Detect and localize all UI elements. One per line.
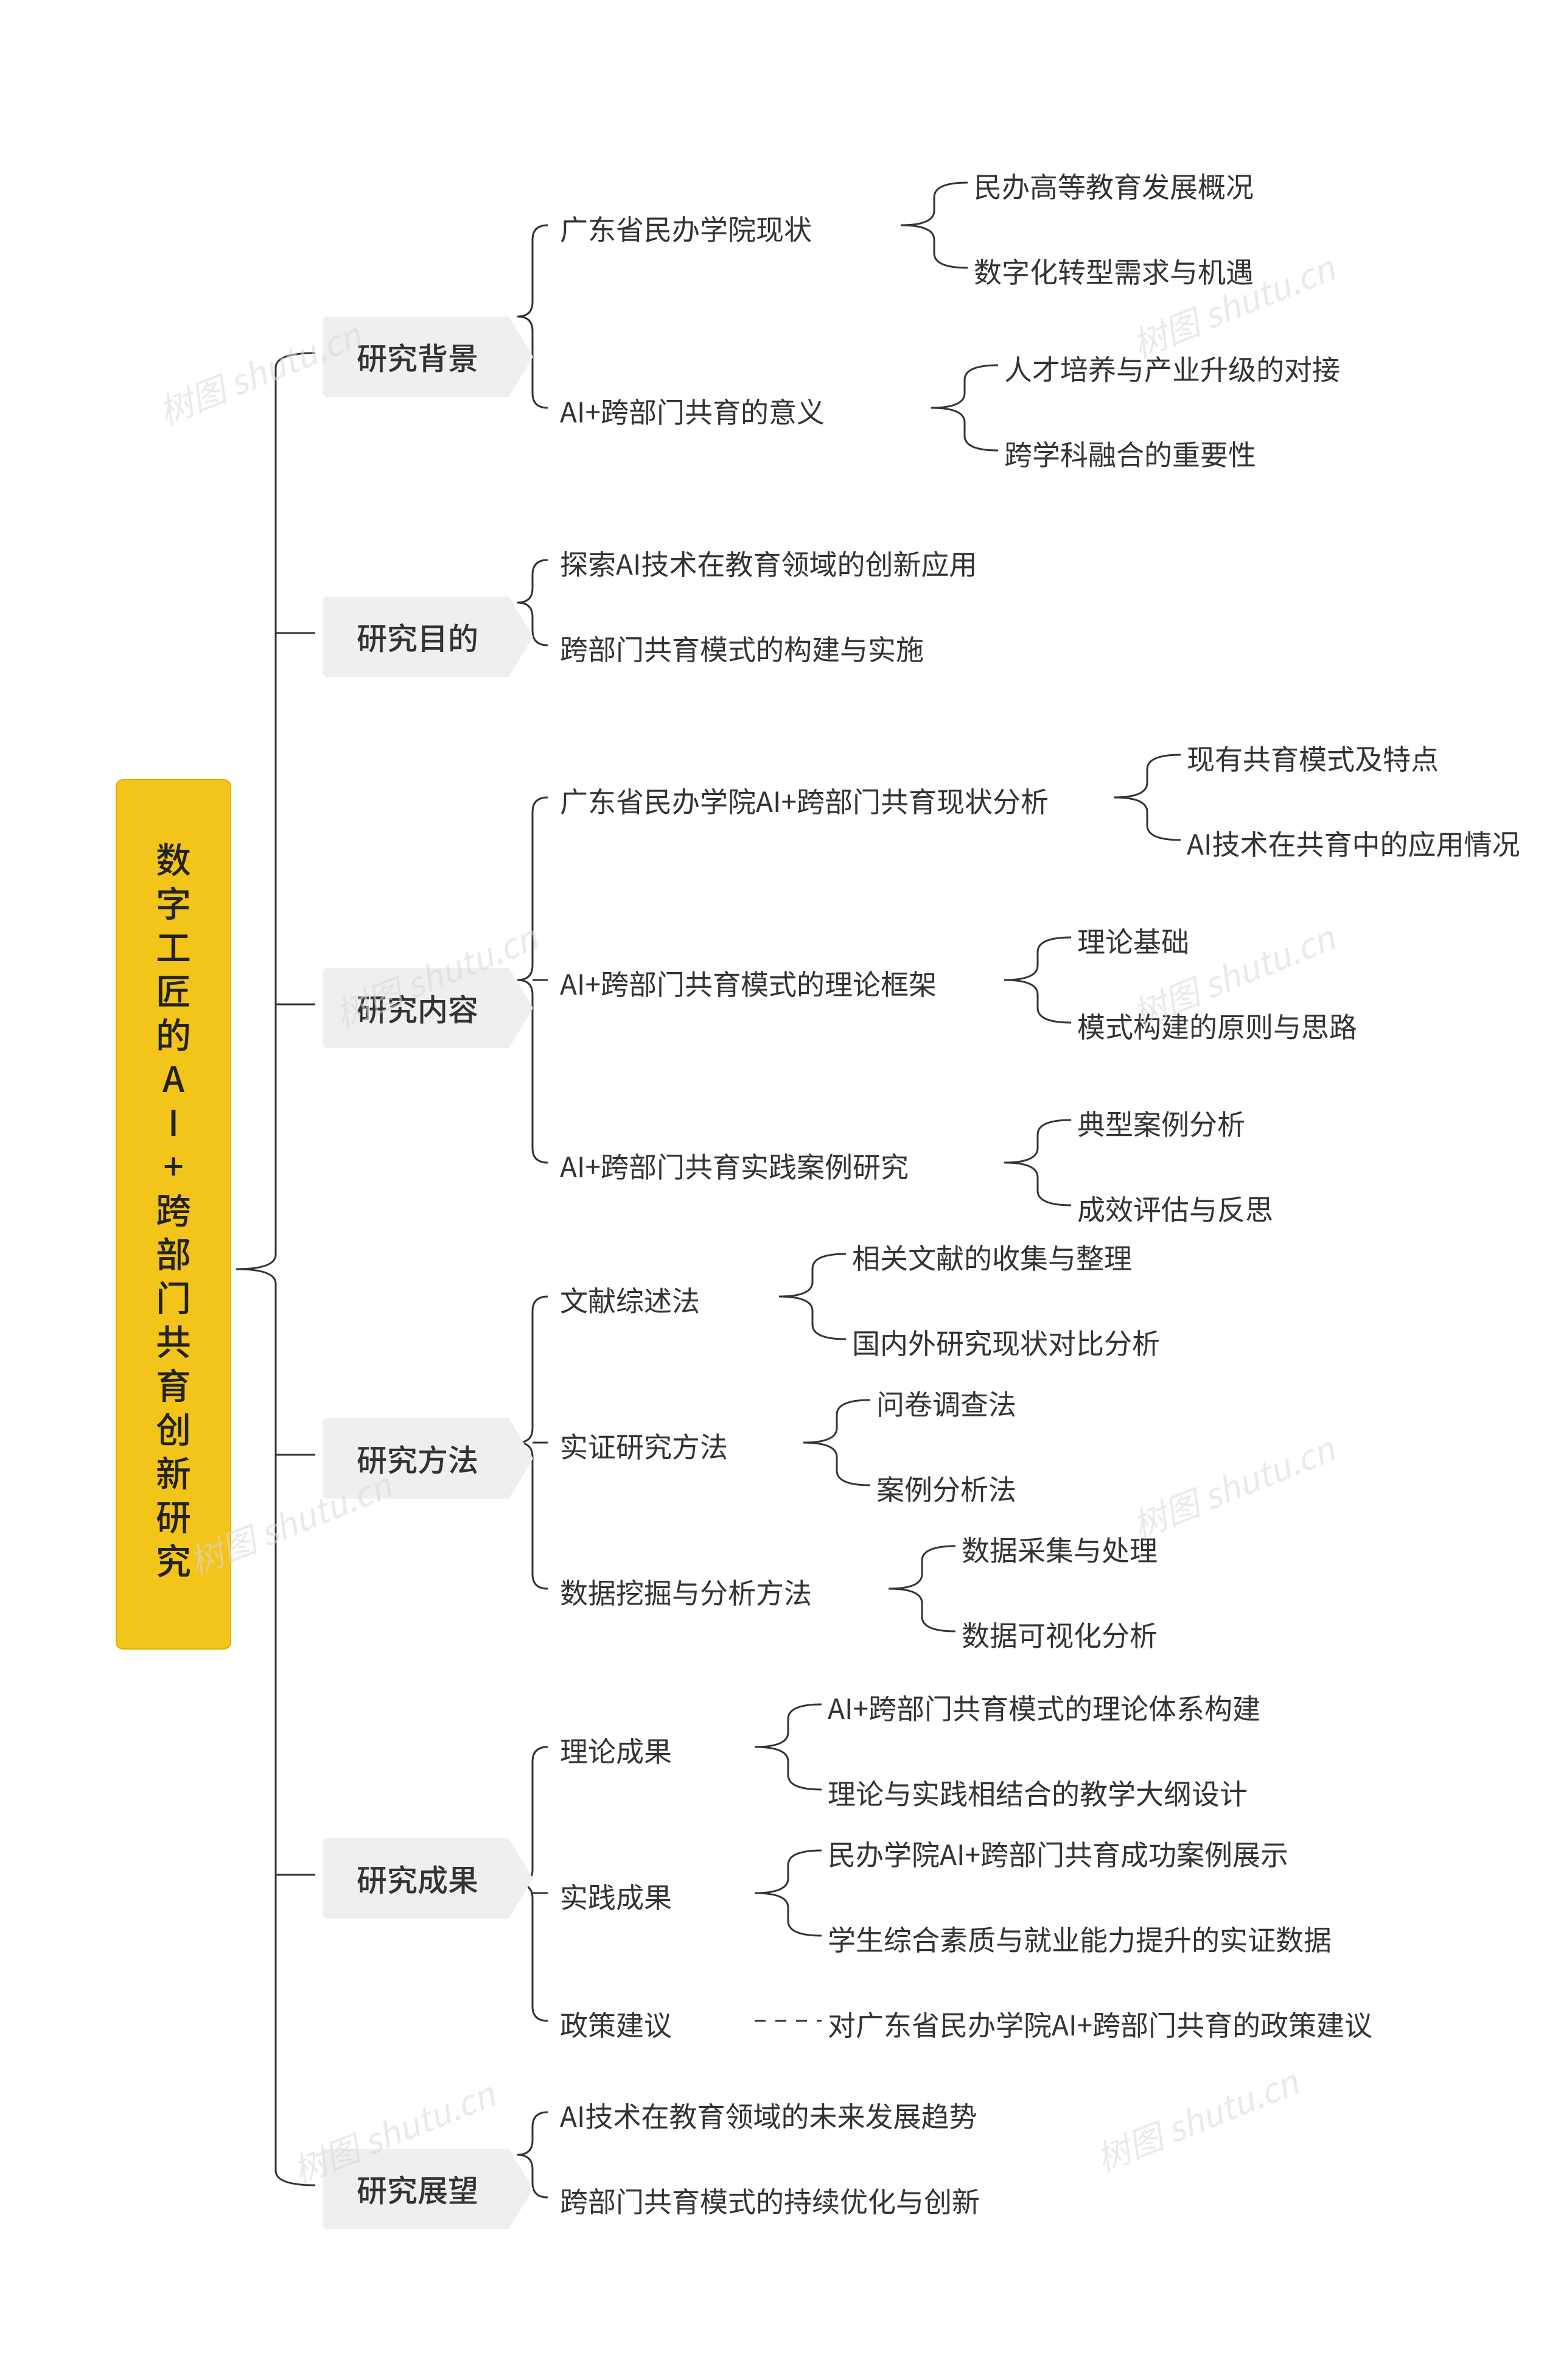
level3-text: 人才培养与产业升级的对接	[1004, 348, 1340, 388]
level3-text: 对广东省民办学院AI+跨部门共育的政策建议	[828, 2004, 1372, 2044]
level2-text: 广东省民办学院AI+跨部门共育现状分析	[560, 780, 1049, 821]
level3-text: AI+跨部门共育模式的理论体系构建	[828, 1687, 1260, 1727]
root-node: 数字工匠的AI+跨部门共育创新研究	[116, 779, 231, 1650]
level2-text: 探索AI技术在教育领域的创新应用	[560, 543, 977, 583]
level3-text: 理论与实践相结合的教学大纲设计	[828, 1773, 1248, 1813]
level2-text: AI技术在教育领域的未来发展趋势	[560, 2095, 977, 2135]
level1-bg: 研究背景	[323, 317, 533, 397]
level3-text: 民办学院AI+跨部门共育成功案例展示	[828, 1833, 1288, 1874]
level2-text: 数据挖掘与分析方法	[560, 1572, 812, 1612]
level2-text: AI+跨部门共育的意义	[560, 391, 825, 431]
level3-text: 跨学科融合的重要性	[1004, 433, 1256, 474]
level3-text: 理论基础	[1077, 920, 1189, 961]
level1-cnt: 研究内容	[323, 968, 533, 1048]
level3-text: 学生综合素质与就业能力提升的实证数据	[828, 1919, 1332, 1959]
level3-text: 相关文献的收集与整理	[852, 1237, 1132, 1277]
level2-text: 文献综述法	[560, 1279, 700, 1320]
level3-text: 模式构建的原则与思路	[1077, 1006, 1357, 1046]
level2-text: AI+跨部门共育实践案例研究	[560, 1146, 909, 1186]
watermark: 树图 shutu.cn	[1088, 2056, 1305, 2182]
level2-text: 跨部门共育模式的持续优化与创新	[560, 2180, 980, 2221]
level2-text: 实践成果	[560, 1876, 672, 1916]
level3-text: 现有共育模式及特点	[1187, 738, 1439, 778]
level1-mth: 研究方法	[323, 1418, 533, 1499]
level1-res: 研究成果	[323, 1838, 533, 1919]
level3-text: 国内外研究现状对比分析	[852, 1322, 1160, 1362]
level2-text: 理论成果	[560, 1730, 672, 1770]
level2-text: 政策建议	[560, 2004, 672, 2044]
level3-text: 成效评估与反思	[1077, 1188, 1273, 1228]
level3-text: 问卷调查法	[876, 1383, 1016, 1423]
level2-text: 广东省民办学院现状	[560, 208, 812, 248]
level3-text: 数字化转型需求与机遇	[974, 251, 1254, 291]
level3-text: 案例分析法	[876, 1468, 1016, 1508]
level2-text: AI+跨部门共育模式的理论框架	[560, 963, 937, 1003]
level1-aim: 研究目的	[323, 597, 533, 677]
level1-out: 研究展望	[323, 2149, 533, 2229]
level2-text: 跨部门共育模式的构建与实施	[560, 628, 924, 668]
level2-text: 实证研究方法	[560, 1426, 728, 1466]
level3-text: AI技术在共育中的应用情况	[1187, 823, 1520, 863]
level3-text: 民办高等教育发展概况	[974, 166, 1254, 206]
level3-text: 数据采集与处理	[962, 1529, 1158, 1569]
level3-text: 典型案例分析	[1077, 1103, 1245, 1143]
level3-text: 数据可视化分析	[962, 1614, 1158, 1654]
